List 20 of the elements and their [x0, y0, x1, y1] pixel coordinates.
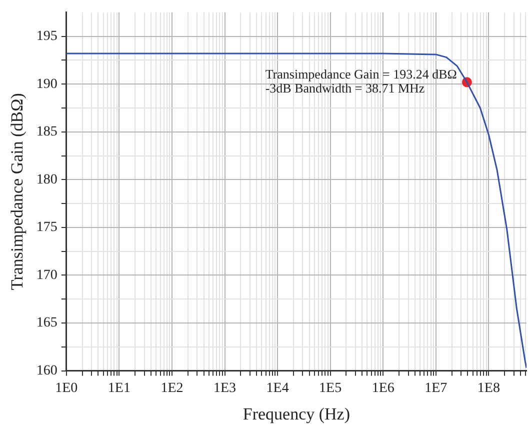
y-tick-label: 185: [36, 124, 58, 140]
x-axis-title: Frequency (Hz): [242, 404, 350, 424]
y-tick-label: 175: [36, 220, 58, 236]
x-tick-label: 1E7: [424, 380, 448, 396]
x-tick-label: 1E8: [477, 380, 500, 396]
x-tick-label: 1E1: [108, 380, 130, 396]
annotation: Transimpedance Gain = 193.24 dBΩ -3dB Bandwidth = 38.71 MHz: [265, 66, 457, 96]
y-tick-label: 170: [36, 268, 58, 283]
x-tick-label: 1E0: [55, 380, 78, 396]
x-tick-label: 1E5: [319, 380, 342, 396]
y-tick-label: 180: [36, 172, 58, 188]
x-tick-label: 1E3: [213, 380, 236, 396]
y-tick-label: 165: [36, 316, 58, 331]
y-tick-label: 195: [36, 28, 58, 44]
y-tick-label: 190: [36, 76, 58, 92]
x-tick-label: 1E2: [160, 380, 184, 396]
x-tick-label: 1E4: [266, 380, 289, 396]
y-axis-title: Transimpedance Gain (dBΩ): [8, 93, 27, 290]
y-tick-label: 160: [36, 363, 58, 378]
x-tick-label: 1E6: [372, 380, 394, 396]
